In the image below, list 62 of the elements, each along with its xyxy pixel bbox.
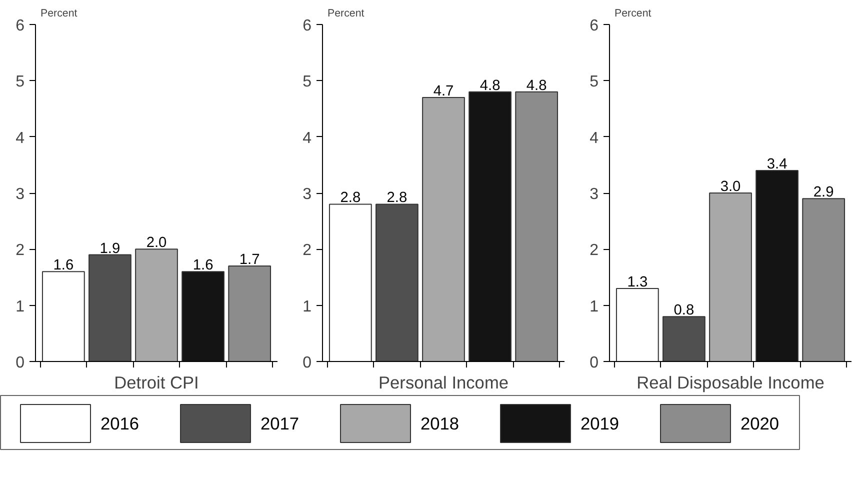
bar [709, 192, 752, 362]
legend-label: 2017 [260, 414, 300, 434]
data-label: 4.8 [480, 78, 500, 94]
y-tick-label: 5 [302, 74, 312, 91]
y-tick-label: 0 [590, 354, 599, 372]
y-tick-label: 3 [16, 186, 25, 203]
y-tick-label: 5 [16, 74, 25, 91]
y-tick-label: 1 [16, 298, 25, 316]
x-axis-title: Real Disposable Income [636, 372, 824, 392]
y-tick-label: 3 [302, 186, 312, 203]
y-tick-label: 1 [590, 298, 599, 316]
legend-label: 2020 [740, 414, 780, 434]
data-label: 3.0 [720, 179, 741, 195]
bar [468, 91, 512, 362]
bar [376, 204, 418, 362]
data-label: 4.7 [433, 84, 454, 100]
y-tick-label: 2 [590, 242, 599, 260]
y-tick-label: 4 [302, 130, 312, 147]
y-tick-label: 5 [590, 74, 599, 91]
y-tick-label: 6 [590, 18, 599, 34]
legend-label: 2018 [420, 414, 460, 434]
data-label: 1.6 [53, 258, 74, 274]
bar [662, 316, 706, 362]
bar [328, 204, 372, 362]
data-label: 0.8 [674, 302, 694, 319]
data-label: 2.8 [386, 190, 408, 206]
data-label: 1.6 [192, 258, 214, 274]
y-tick-label: 4 [16, 130, 25, 147]
y-tick-label: 6 [302, 18, 312, 34]
bar [42, 271, 85, 362]
y-tick-label: 1 [302, 298, 312, 316]
legend-label: 2016 [100, 414, 140, 434]
data-label: 1.7 [239, 252, 260, 268]
bar [135, 248, 178, 362]
bar [616, 288, 659, 362]
data-label: 3.4 [766, 156, 788, 173]
y-axis-title: Percent [328, 8, 364, 20]
bar [515, 91, 558, 362]
y-tick-label: 4 [590, 130, 599, 147]
x-axis-title: Personal Income [378, 372, 509, 392]
y-tick-label: 2 [302, 242, 312, 260]
bar [182, 271, 224, 362]
y-tick-label: 0 [16, 354, 25, 372]
data-label: 2.9 [813, 184, 834, 201]
y-tick-label: 0 [302, 354, 312, 372]
data-label: 2.0 [146, 235, 167, 252]
data-label: 1.9 [100, 240, 120, 257]
data-label: 4.8 [526, 78, 547, 94]
y-tick-label: 6 [16, 18, 25, 34]
y-tick-label: 3 [590, 186, 599, 203]
y-axis-title: Percent [614, 8, 652, 20]
y-axis-title: Percent [40, 8, 78, 20]
x-axis-title: Detroit CPI [114, 372, 199, 392]
bar [88, 254, 132, 362]
bar [756, 170, 798, 362]
y-tick-label: 2 [16, 242, 25, 260]
bar [228, 266, 272, 362]
legend-label: 2019 [580, 414, 620, 434]
bar [802, 198, 846, 362]
data-label: 2.8 [340, 190, 361, 206]
data-label: 1.3 [627, 274, 648, 290]
bar [422, 97, 465, 362]
